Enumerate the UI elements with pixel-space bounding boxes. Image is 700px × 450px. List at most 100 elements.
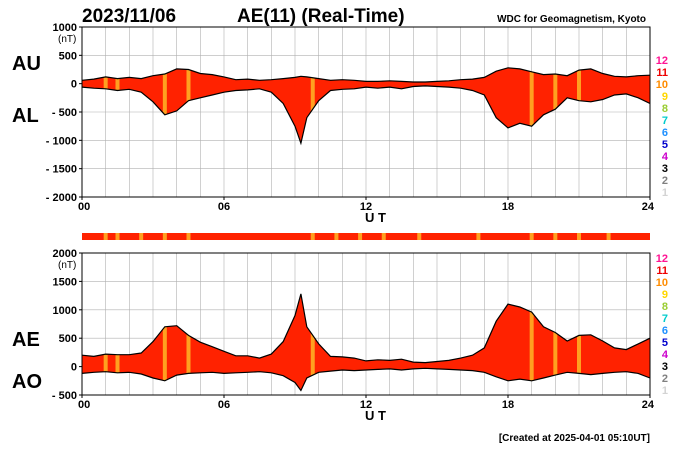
plot-area — [81, 252, 651, 396]
index-bar-stripe — [358, 233, 363, 240]
x-tick-label: 24 — [642, 201, 655, 213]
index-bar-stripe — [103, 233, 108, 240]
key-level-label: 1 — [662, 385, 668, 397]
key-level-label: 3 — [662, 163, 668, 175]
activity-stripe — [577, 293, 581, 391]
x-tick-label: 12 — [360, 201, 372, 213]
chart-title: AE(11) (Real-Time) — [237, 6, 405, 27]
y-tick-label: 0 — [71, 79, 77, 91]
key-level-label: 7 — [662, 115, 668, 127]
key-level-label: 1 — [662, 187, 668, 199]
index-bar-stripe — [115, 233, 120, 240]
index-bar-stripe — [310, 233, 315, 240]
key-level-label: 4 — [662, 349, 669, 361]
index-bar-stripe — [529, 233, 534, 240]
x-tick-label: 12 — [360, 399, 372, 411]
plot-area — [81, 26, 651, 198]
x-tick-label: 00 — [78, 201, 90, 213]
activity-stripe — [186, 293, 191, 391]
key-level-label: 10 — [656, 277, 668, 289]
key-level-label: 3 — [662, 361, 668, 373]
key-level-label: 9 — [662, 91, 668, 103]
x-axis-label: U T — [365, 408, 386, 423]
key-level-label: 7 — [662, 313, 668, 325]
index-bar — [82, 233, 650, 240]
key-level-label: 2 — [662, 373, 668, 385]
x-tick-label: 18 — [502, 399, 514, 411]
index-bar-stripe — [417, 233, 422, 240]
key-level-label: 8 — [662, 103, 668, 115]
y-tick-label: 1000 — [53, 305, 77, 317]
index-bar-stripe — [553, 233, 558, 240]
index-bar-fill — [82, 233, 650, 240]
x-tick-label: 00 — [78, 399, 90, 411]
y-tick-label: 1500 — [53, 276, 77, 288]
key-level-label: 12 — [656, 55, 668, 67]
y-tick-label: - 1000 — [46, 135, 77, 147]
key-level-label: 6 — [662, 325, 668, 337]
index-bar-stripe — [139, 233, 144, 240]
y-tick-label: 1000 — [53, 22, 77, 34]
created-timestamp: [Created at 2025-04-01 05:10UT] — [499, 433, 650, 444]
x-tick-label: 06 — [218, 201, 230, 213]
au-label: AU — [12, 53, 41, 75]
activity-stripe — [529, 67, 534, 144]
ae-label: AE — [12, 329, 40, 351]
y-tick-label: - 2000 — [46, 192, 77, 204]
ae-series-line — [81, 293, 651, 364]
index-bar-stripe — [162, 233, 167, 240]
index-bar-stripe — [577, 233, 581, 240]
unit-label: (nT) — [58, 260, 76, 271]
y-tick-label: - 500 — [52, 390, 77, 402]
source-label: WDC for Geomagnetism, Kyoto — [497, 14, 646, 25]
activity-stripe — [529, 293, 534, 391]
x-tick-label: 24 — [642, 399, 655, 411]
y-tick-label: 2000 — [53, 248, 77, 260]
al-label: AL — [12, 105, 39, 127]
index-bar-stripe — [606, 233, 611, 240]
index-bar-stripe — [381, 233, 386, 240]
key-level-label: 5 — [662, 337, 668, 349]
ao-series-line — [81, 367, 651, 392]
activity-stripe — [553, 67, 558, 144]
key-level-label: 11 — [656, 67, 668, 79]
index-bar-stripe — [186, 233, 191, 240]
key-level-label: 5 — [662, 139, 668, 151]
x-tick-label: 18 — [502, 201, 514, 213]
activity-stripe — [310, 293, 315, 391]
series-band — [82, 293, 650, 391]
y-tick-label: - 1500 — [46, 164, 77, 176]
ao-label: AO — [12, 371, 42, 393]
y-tick-label: 0 — [71, 362, 77, 374]
key-level-label: 8 — [662, 301, 668, 313]
al-series-line — [81, 85, 651, 146]
au-al-panel: AU AL (nT) U T 1000 500 0 - 500 - 1000 - 1500… — [12, 22, 655, 225]
activity-stripe — [162, 67, 167, 144]
au-series-line — [81, 67, 651, 83]
key-level-label: 4 — [662, 151, 669, 163]
x-tick-label: 06 — [218, 399, 230, 411]
activity-stripe — [115, 293, 120, 391]
key-level-label: 11 — [656, 265, 668, 277]
y-tick-label: 500 — [59, 50, 77, 62]
key-level-label: 12 — [656, 253, 668, 265]
activity-stripe — [162, 293, 167, 391]
key-level-label: 10 — [656, 79, 668, 91]
activity-stripe — [310, 67, 315, 144]
unit-label: (nT) — [58, 34, 76, 45]
key-level-label: 9 — [662, 289, 668, 301]
index-bar-stripe — [334, 233, 339, 240]
activity-stripe — [553, 293, 558, 391]
key-level-label: 2 — [662, 175, 668, 187]
x-axis-label: U T — [365, 210, 386, 225]
y-tick-label: - 500 — [52, 107, 77, 119]
date-label: 2023/11/06 — [82, 6, 176, 27]
index-bar-stripe — [476, 233, 481, 240]
y-tick-label: 500 — [59, 333, 77, 345]
key-level-label: 6 — [662, 127, 668, 139]
series-band — [82, 67, 650, 144]
